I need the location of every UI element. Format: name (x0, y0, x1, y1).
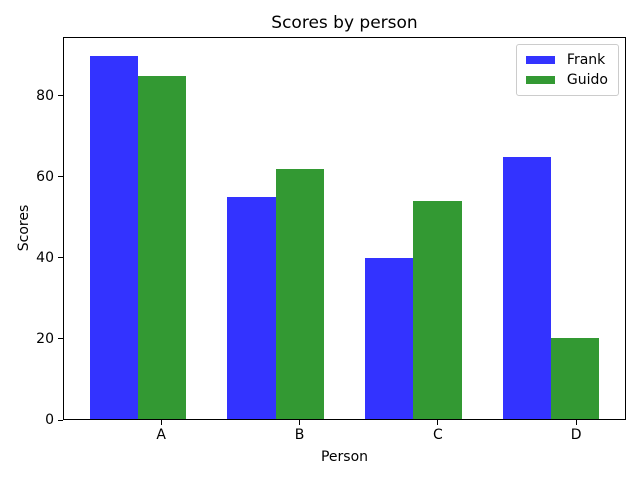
y-tick-label: 80 (36, 87, 54, 104)
y-axis-label: Scores (16, 204, 32, 252)
y-tick-label: 40 (36, 249, 54, 266)
x-tick-mark (437, 420, 439, 425)
bar-guido-a (137, 76, 186, 419)
legend-swatch-frank (525, 56, 555, 64)
x-tick-label: D (570, 427, 582, 443)
y-tick-mark (58, 257, 63, 259)
bar-frank-c (365, 257, 414, 419)
bar-frank-a (89, 56, 138, 419)
chart-title: Scores by person (271, 13, 418, 33)
y-tick-label: 20 (36, 330, 54, 347)
bar-guido-d (551, 338, 600, 419)
legend-swatch-guido (525, 76, 555, 84)
bar-frank-d (503, 156, 552, 419)
x-tick-mark (160, 420, 162, 425)
x-tick-mark (575, 420, 577, 425)
y-tick-mark (58, 338, 63, 340)
legend-item-frank: Frank (525, 50, 608, 70)
y-tick-mark (58, 95, 63, 97)
x-tick-label: A (156, 427, 166, 443)
legend-label-guido: Guido (566, 72, 608, 88)
plot-area: Frank Guido (63, 37, 626, 420)
legend-label-frank: Frank (566, 52, 606, 68)
bar-guido-b (275, 169, 324, 419)
y-tick-label: 0 (45, 412, 54, 428)
x-tick-mark (299, 420, 301, 425)
legend: Frank Guido (515, 44, 619, 96)
x-axis-label: Person (320, 449, 369, 465)
bar-guido-c (413, 201, 462, 419)
legend-item-guido: Guido (525, 70, 608, 90)
y-tick-mark (58, 176, 63, 178)
y-tick-label: 60 (36, 168, 54, 185)
x-tick-label: B (294, 427, 305, 443)
bar-frank-b (227, 197, 276, 419)
y-tick-mark (58, 419, 63, 421)
x-tick-label: C (432, 427, 443, 443)
